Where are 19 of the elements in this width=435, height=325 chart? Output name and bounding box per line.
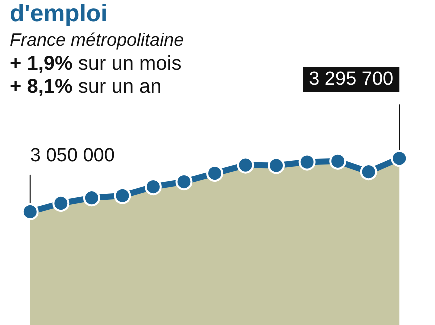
point [237, 156, 254, 174]
point [268, 157, 286, 174]
point [176, 174, 193, 191]
chart-title: d'emploi [10, 0, 108, 28]
data-label: 3 050 000 [30, 145, 115, 166]
point [114, 187, 132, 204]
point [206, 165, 224, 182]
point [391, 150, 408, 168]
point [330, 152, 347, 170]
point [360, 164, 378, 181]
point [83, 190, 100, 207]
data-label: 3 295 700 [309, 69, 394, 90]
point [144, 178, 162, 196]
point [52, 195, 70, 212]
point [22, 203, 39, 220]
point [298, 154, 316, 171]
text: + 1,9% sur un mois [10, 53, 182, 75]
chart-subtitle: France métropolitaine [10, 30, 184, 50]
text: + 8,1% sur un an [10, 76, 162, 98]
